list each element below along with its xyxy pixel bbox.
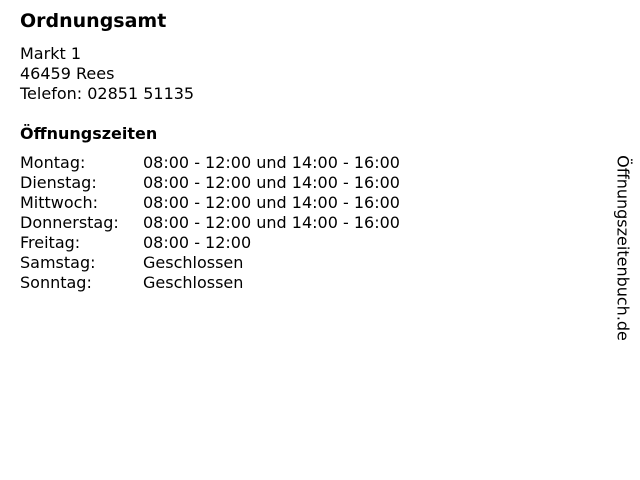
hours-row: Freitag: 08:00 - 12:00 xyxy=(20,233,400,253)
day: Montag: xyxy=(20,153,86,172)
time: Geschlossen xyxy=(143,273,244,292)
hours-row: Donnerstag: 08:00 - 12:00 und 14:00 - 16:… xyxy=(20,213,400,233)
day: Sonntag: xyxy=(20,273,92,292)
hours-row: Montag: 08:00 - 12:00 und 14:00 - 16:00 xyxy=(20,153,400,173)
hours-table: Montag: 08:00 - 12:00 und 14:00 - 16:00 D… xyxy=(20,153,400,293)
day: Samstag: xyxy=(20,253,96,272)
hours-row: Dienstag: 08:00 - 12:00 und 14:00 - 16:00 xyxy=(20,173,400,193)
page-title: Ordnungsamt xyxy=(20,10,167,32)
brand-watermark: Öffnungszeitenbuch.de xyxy=(613,155,633,341)
city: 46459 Rees xyxy=(20,64,115,83)
day: Mittwoch: xyxy=(20,193,98,212)
time: 08:00 - 12:00 und 14:00 - 16:00 xyxy=(143,213,400,232)
hours-row: Mittwoch: 08:00 - 12:00 und 14:00 - 16:00 xyxy=(20,193,400,213)
time: 08:00 - 12:00 und 14:00 - 16:00 xyxy=(143,193,400,212)
day: Freitag: xyxy=(20,233,81,252)
time: 08:00 - 12:00 und 14:00 - 16:00 xyxy=(143,153,400,172)
street: Markt 1 xyxy=(20,44,81,63)
address-block: Markt 1 46459 Rees Telefon: 02851 51135 xyxy=(20,44,194,104)
time: 08:00 - 12:00 und 14:00 - 16:00 xyxy=(143,173,400,192)
phone: Telefon: 02851 51135 xyxy=(20,84,195,103)
day: Dienstag: xyxy=(20,173,97,192)
time: 08:00 - 12:00 xyxy=(143,233,252,252)
time: Geschlossen xyxy=(143,253,244,272)
day: Donnerstag: xyxy=(20,213,119,232)
hours-row: Sonntag: Geschlossen xyxy=(20,273,400,293)
hours-heading: Öffnungszeiten xyxy=(20,124,158,143)
hours-row: Samstag: Geschlossen xyxy=(20,253,400,273)
